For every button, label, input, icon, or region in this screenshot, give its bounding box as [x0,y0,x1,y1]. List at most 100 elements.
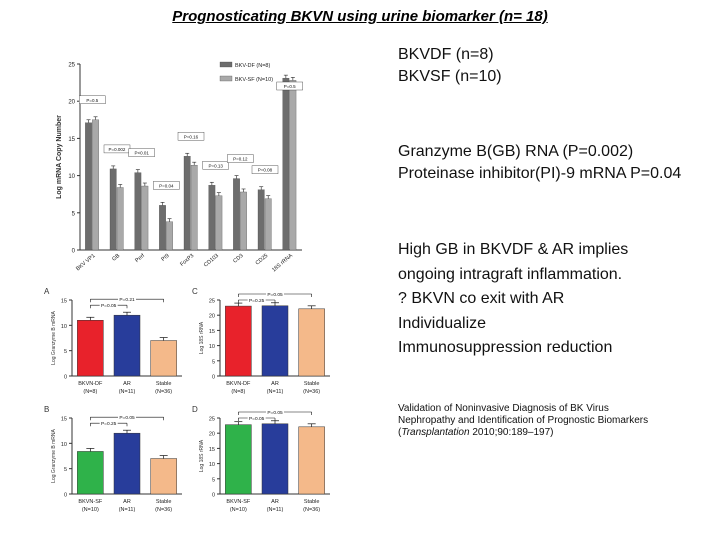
group-item: BKVDF (n=8) [398,46,494,63]
p-value-label: P=0.25 [249,298,265,304]
bar [113,314,141,377]
panel-a-svg: A 0 5 10 15 Log Granzyme B mRNA BKVN-DF (N=8) AR… [44,287,182,395]
p-value-label: P=0.05 [267,292,283,298]
p-value-label: P=0.05 [119,415,135,421]
x-tick-n-label: (N=11) [119,507,136,513]
panel-a-chart: A 0 5 10 15 Log Granzyme B mRNA BKVN-DF (N=8) AR… [42,284,192,404]
x-tick-n-label: (N=36) [303,507,320,513]
bar [225,305,252,377]
slide-title: Prognosticating BKVN using urine biomark… [172,8,548,25]
y-tick-label: 25 [68,63,75,69]
bar [134,172,142,251]
x-tick-n-label: (N=8) [231,389,245,395]
y-tick-label: 25 [209,299,215,305]
y-tick-label: 20 [209,314,215,320]
x-tick-n-label: (N=8) [83,389,97,395]
bar [298,426,325,495]
bar [183,156,191,251]
stat-list: Granzyme B(GB) RNA (P=0.002) Proteinase … [398,141,708,185]
x-tick-n-label: (N=36) [155,507,172,513]
x-tick-label: AR [271,381,279,387]
y-tick-label: 15 [61,417,67,423]
legend-swatch [219,75,233,82]
x-tick-label: Stable [156,499,172,505]
x-tick-label: 18S rRNA [271,253,294,274]
bar [85,122,92,251]
p-value-box [202,161,229,170]
p-value-label: P=0.05 [249,416,265,422]
y-tick-label: 10 [61,324,67,330]
bar [215,195,223,251]
x-tick-label: AR [271,499,279,505]
implication-item: ongoing intragraft inflammation. [398,265,623,283]
x-tick-label: CD3 [232,253,244,265]
x-tick-label: BKVN-DF [78,381,103,387]
main-chart-svg: 0 5 10 15 20 25 Log mRNA Copy Number BKV VP1 P=0… [56,61,303,274]
bar [77,320,104,377]
bar [282,77,290,251]
p-value-box [276,81,303,91]
legend-label: BKV-DF (N=8) [235,63,270,69]
p-value-label: P=0.13 [208,163,223,168]
y-axis-label: Log 18S rRNA [199,439,205,472]
y-tick-label: 15 [209,447,215,453]
bar [166,221,173,251]
bar [261,305,289,377]
p-value-label: P=0.16 [184,134,199,139]
p-value-label: P=0.04 [159,183,174,188]
p-value-bg [266,409,284,415]
citation-ref: 2010;90:189–197) [469,427,554,438]
p-value-label: P=0.002 [109,147,126,152]
panel-b-svg: B 0 5 10 15 Log Granzyme B mRNA BKVN-SF (N=10) A… [44,405,182,513]
x-tick-label: CD103 [203,253,220,269]
panel-letter: B [44,405,49,414]
y-tick-label: 15 [209,329,215,335]
bar [150,458,177,495]
bar [264,198,272,251]
p-value-label: P=0.08 [258,168,273,173]
bar [261,423,289,495]
p-value-box [251,165,279,174]
y-tick-label: 20 [68,100,75,106]
bar [150,340,177,377]
y-tick-label: 5 [212,477,215,483]
x-tick-label: Perf [134,253,146,264]
implication-item: Immunosuppression reduction [398,339,613,356]
x-tick-label: PI9 [160,253,170,263]
implication-item: Individualize [398,314,487,332]
x-tick-n-label: (N=11) [267,507,284,513]
y-tick-label: 15 [61,299,67,305]
citation-line: Validation of Noninvasive Diagnosis of B… [398,403,609,414]
bar [109,168,117,251]
x-tick-label: Stable [156,381,172,387]
x-tick-label: FoxP3 [179,253,195,268]
p-value-box [227,154,254,163]
stat-item: Proteinase inhibitor(PI)-9 mRNA P=0.04 [398,165,682,182]
y-tick-label: 0 [212,375,215,381]
y-tick-label: 20 [209,432,215,438]
y-tick-label: 0 [64,375,67,381]
p-value-box [177,132,205,141]
p-value-label: P=0.05 [101,303,117,309]
x-tick-label: Stable [304,499,320,505]
panel-letter: C [192,287,198,296]
panel-letter: A [44,287,50,296]
panel-letter: D [192,405,198,414]
implication-item: ? BKVN co exit with AR [398,290,565,307]
x-tick-label: BKV VP1 [75,253,96,272]
x-tick-label: BKVN-SF [226,499,250,505]
x-tick-label: CD25 [255,253,270,267]
p-value-bg [99,420,118,427]
stat-item: Granzyme B(GB) RNA (P=0.002) [398,143,634,160]
bar [240,191,247,251]
bar [77,451,104,495]
bar [257,189,265,251]
y-tick-label: 5 [72,211,76,217]
bar [92,119,99,251]
x-tick-n-label: (N=10) [82,507,99,513]
citation-line: (Transplantation 2010;90:189–197) [398,427,708,439]
x-tick-label: AR [123,499,131,505]
bar [233,178,240,251]
p-value-label: P<0.01 [134,151,149,156]
y-axis-label: Log mRNA Copy Number [56,115,63,199]
